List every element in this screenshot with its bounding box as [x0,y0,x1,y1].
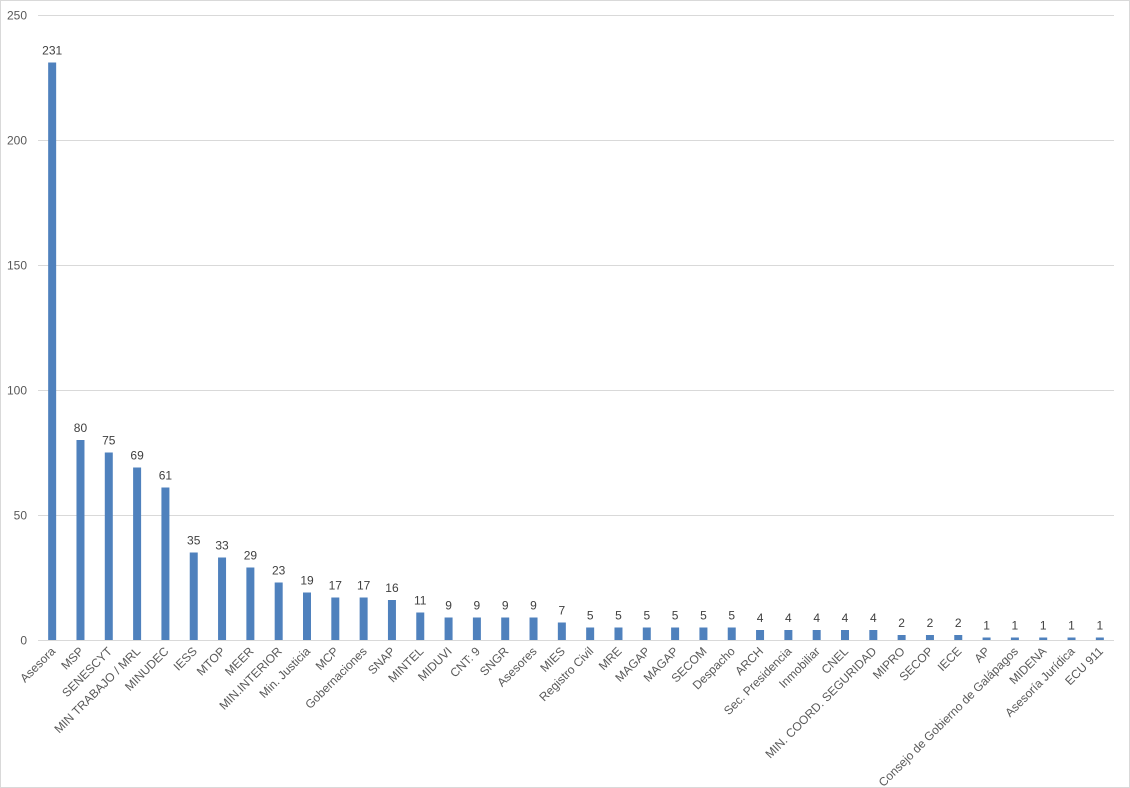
bar [76,440,85,640]
data-label: 11 [414,594,427,608]
data-label: 29 [244,549,258,563]
data-label: 231 [42,44,62,58]
data-label: 33 [215,539,229,553]
bar [897,635,906,640]
y-tick-label: 200 [7,134,27,148]
bar [416,612,425,640]
data-label: 9 [474,599,481,613]
data-label: 1 [1012,619,1019,633]
data-label: 2 [898,616,905,630]
x-tick-label: AP [971,644,992,665]
bar [671,627,680,640]
bar [756,630,765,640]
bar [472,617,481,640]
data-label: 69 [130,449,144,463]
bar [1010,637,1019,640]
data-label: 17 [357,579,371,593]
data-label: 5 [587,609,594,623]
data-label: 2 [927,616,934,630]
data-label: 4 [785,611,792,625]
y-tick-label: 100 [7,384,27,398]
y-tick-label: 0 [20,634,27,648]
bar [812,630,821,640]
data-label: 7 [558,604,565,618]
bar [925,635,934,640]
bar [642,627,651,640]
data-label: 5 [728,609,735,623]
y-tick-label: 150 [7,259,27,273]
data-label: 1 [1068,619,1075,633]
gridlines [38,15,1114,641]
data-label: 1 [983,619,990,633]
bar [841,630,849,640]
data-label: 16 [385,581,399,595]
bar [48,62,57,640]
bars [48,62,1104,640]
bar [501,617,510,640]
bar [954,635,963,640]
bar [359,597,368,640]
y-tick-label: 250 [7,9,27,23]
data-label: 4 [757,611,764,625]
bar [1067,637,1076,640]
data-label: 75 [102,434,116,448]
data-label: 4 [842,611,849,625]
bar [161,487,170,640]
bar [246,567,255,640]
x-tick-label: MTOP [194,644,228,678]
bar [303,592,311,640]
bar [387,600,396,640]
x-tick-label: CNT: 9 [447,644,483,680]
bar [869,630,878,640]
data-label: 4 [870,611,877,625]
bar [218,557,227,640]
y-tick-label: 50 [14,509,28,523]
bar [784,630,793,640]
data-label: 5 [643,609,650,623]
bar [586,627,595,640]
data-label: 35 [187,534,201,548]
data-label: 5 [700,609,707,623]
bar [104,452,113,640]
data-label: 1 [1040,619,1047,633]
data-label: 5 [672,609,679,623]
data-label: 23 [272,564,286,578]
bar [1095,637,1104,640]
data-label: 61 [159,469,173,483]
bar [133,467,142,640]
x-tick-label: Asesora [17,644,58,685]
x-tick-label: IECE [935,644,965,674]
bar [982,637,991,640]
bar [529,617,538,640]
bar [274,582,283,640]
data-label: 80 [74,421,88,435]
bar [557,622,566,640]
bar [727,627,736,640]
data-label: 17 [329,579,343,593]
bar [444,617,453,640]
data-label: 9 [502,599,509,613]
bar [331,597,340,640]
data-label: 19 [300,574,314,588]
bar [189,552,198,640]
y-axis-ticks: 0 50 100 150 200 250 [7,9,27,648]
bar [699,627,708,640]
bar [1039,637,1048,640]
data-label: 2 [955,616,962,630]
bar [614,627,623,640]
data-label: 9 [445,599,452,613]
data-label: 5 [615,609,622,623]
data-label: 4 [813,611,820,625]
data-label: 9 [530,599,537,613]
data-label: 1 [1096,619,1103,633]
